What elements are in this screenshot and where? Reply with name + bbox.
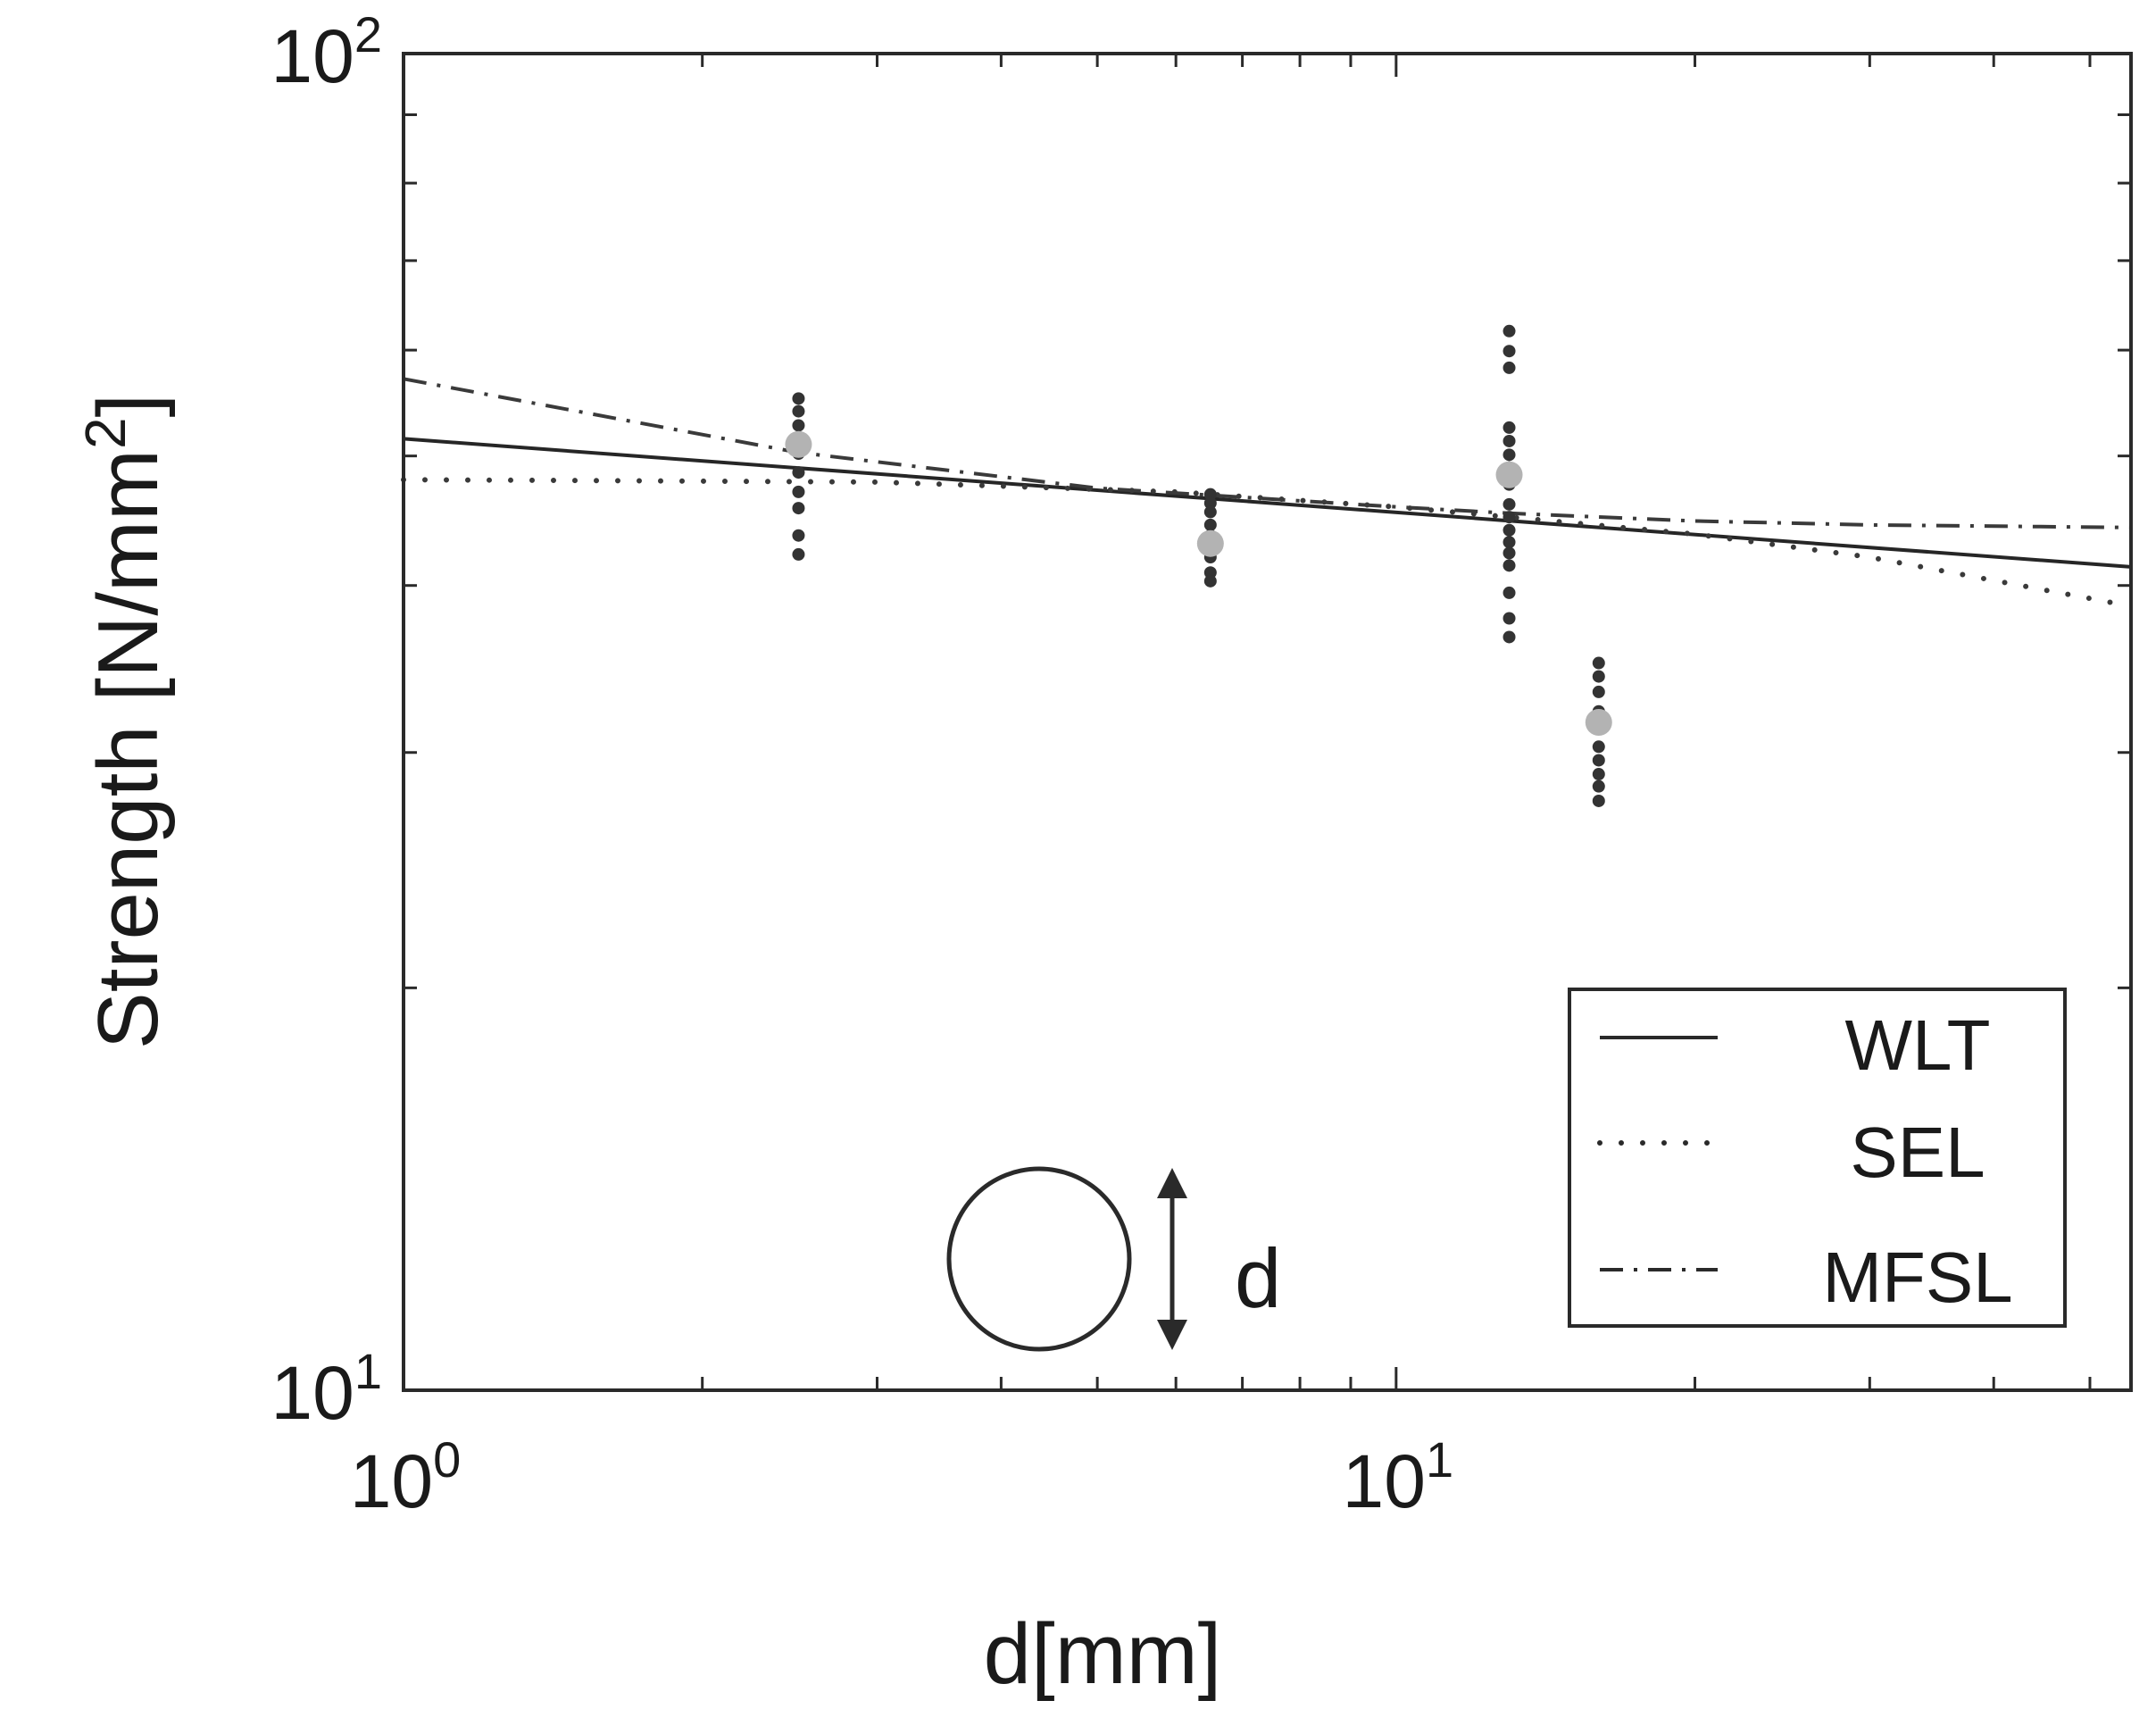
x-tick-label-exponent: 1 bbox=[1426, 1431, 1453, 1488]
cross-section-circle-icon bbox=[946, 1166, 1132, 1352]
data-point bbox=[1503, 546, 1516, 560]
series-line-mfsl bbox=[403, 377, 2132, 529]
x-axis-label: d[mm] bbox=[984, 1606, 1222, 1702]
mean-point bbox=[785, 430, 812, 458]
data-point bbox=[792, 529, 805, 542]
data-point bbox=[1503, 586, 1516, 599]
data-point bbox=[792, 485, 805, 498]
y-tick-label: 102 bbox=[271, 6, 382, 98]
data-point bbox=[792, 502, 805, 515]
legend-label-mfsl: MFSL bbox=[1822, 1238, 2012, 1317]
data-point bbox=[1503, 497, 1516, 511]
data-point bbox=[1203, 574, 1217, 588]
data-point bbox=[1503, 523, 1516, 537]
diameter-annotation: d bbox=[946, 1166, 1281, 1352]
data-point bbox=[792, 392, 805, 405]
x-tick-label-base: 10 bbox=[1343, 1439, 1426, 1523]
y-tick-label-exponent: 1 bbox=[354, 1343, 382, 1399]
data-point bbox=[1503, 361, 1516, 374]
data-point bbox=[1503, 434, 1516, 447]
data-point bbox=[1503, 536, 1516, 549]
data-point bbox=[792, 404, 805, 418]
data-point bbox=[1503, 345, 1516, 358]
y-tick-label-base: 10 bbox=[271, 14, 354, 98]
plot-frame bbox=[402, 52, 2133, 1392]
arrow-up-icon bbox=[1157, 1168, 1187, 1198]
legend-label-wlt: WLT bbox=[1845, 1005, 1991, 1085]
data-point bbox=[792, 419, 805, 432]
data-point bbox=[1503, 612, 1516, 625]
data-point bbox=[1592, 670, 1605, 683]
data-point bbox=[1592, 740, 1605, 754]
y-axis-label: Strength [N/mm2] bbox=[73, 394, 176, 1049]
data-point bbox=[1592, 754, 1605, 767]
data-point bbox=[1592, 779, 1605, 793]
data-point bbox=[1503, 324, 1516, 338]
data-point bbox=[1203, 518, 1217, 531]
legend: WLT SEL MFSL bbox=[1568, 988, 2067, 1328]
data-point bbox=[1203, 496, 1217, 510]
y-tick-label: 101 bbox=[271, 1343, 382, 1435]
data-point bbox=[1203, 505, 1217, 519]
data-point bbox=[1503, 511, 1516, 524]
mean-points bbox=[785, 430, 1612, 736]
data-point bbox=[1592, 768, 1605, 781]
mean-point bbox=[1495, 461, 1523, 488]
arrow-down-icon bbox=[1157, 1320, 1187, 1350]
y-axis-label-superscript: 2 bbox=[73, 417, 137, 449]
data-point bbox=[1503, 630, 1516, 644]
data-point bbox=[1203, 566, 1217, 579]
mean-point bbox=[1585, 708, 1612, 736]
series-line-sel bbox=[401, 477, 2134, 609]
raw-points bbox=[792, 324, 1605, 807]
y-tick-label-base: 10 bbox=[271, 1351, 354, 1435]
data-point bbox=[1503, 448, 1516, 462]
mean-point bbox=[1196, 529, 1224, 557]
data-point bbox=[1503, 559, 1516, 572]
legend-label-sel: SEL bbox=[1850, 1113, 1985, 1192]
data-point bbox=[1503, 421, 1516, 434]
fit-lines bbox=[401, 377, 2134, 609]
data-point bbox=[1592, 794, 1605, 807]
data-point bbox=[1203, 488, 1217, 501]
series-line-wlt bbox=[403, 437, 2132, 569]
y-tick-label-exponent: 2 bbox=[354, 6, 382, 63]
data-point bbox=[1592, 656, 1605, 670]
y-axis-label-base: Strength [N/mm bbox=[80, 449, 176, 1049]
data-point bbox=[792, 466, 805, 479]
y-axis-label-tail: ] bbox=[80, 394, 176, 418]
x-tick-label-exponent: 0 bbox=[433, 1431, 461, 1488]
x-tick-label-base: 10 bbox=[350, 1439, 433, 1523]
diameter-label: d bbox=[1235, 1231, 1281, 1325]
x-tick-label: 100 bbox=[350, 1431, 462, 1523]
data-point bbox=[792, 547, 805, 561]
x-tick-label: 101 bbox=[1343, 1431, 1454, 1523]
data-point bbox=[1592, 685, 1605, 698]
